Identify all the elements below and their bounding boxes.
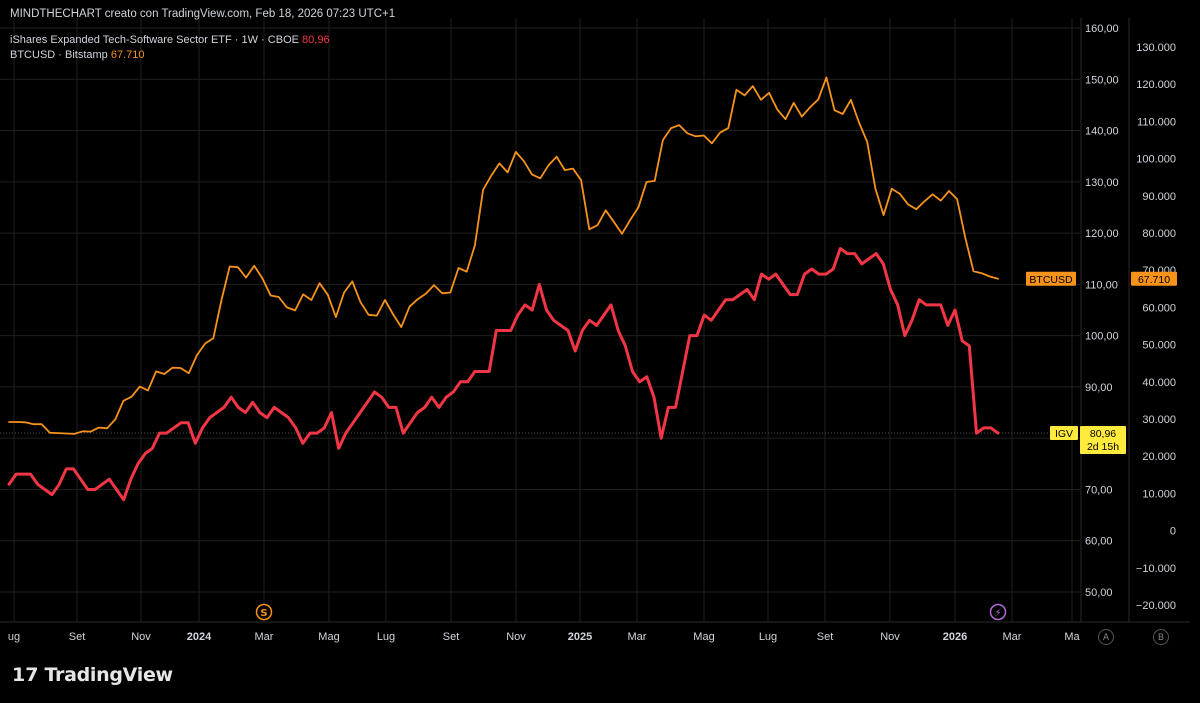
right-axis-tick-label: 110.000 (1137, 116, 1176, 128)
left-axis-tick-label: 100,00 (1085, 331, 1119, 343)
right-axis-tick-label: 20.000 (1142, 451, 1176, 463)
legend-btc-label: BTCUSD · Bitstamp (10, 49, 108, 61)
right-axis-tick-label: 80.000 (1142, 228, 1176, 240)
left-axis-tick-label: 60,00 (1085, 536, 1113, 548)
lightning-event-icon-label: ⚡ (994, 608, 1001, 619)
btcusd-name-tag-text: BTCUSD (1029, 274, 1073, 286)
btcusd-price-tag (1131, 271, 1177, 286)
time-axis-tick-label: Mar (255, 631, 274, 643)
right-axis-tick-label: 30.000 (1142, 414, 1176, 426)
right-axis-tick-label: 100.000 (1136, 154, 1176, 166)
right-axis-tick-label: 10.000 (1142, 488, 1176, 500)
time-axis-tick-label: Lug (377, 631, 395, 643)
left-axis-tick-label: 160,00 (1085, 23, 1119, 35)
right-axis-tick-label: −10.000 (1136, 563, 1176, 575)
left-axis-tick-label: 140,00 (1085, 126, 1119, 138)
legend-igv[interactable]: iShares Expanded Tech-Software Sector ET… (10, 34, 330, 46)
attribution-text: MINDTHECHART creato con TradingView.com,… (10, 8, 396, 20)
igv-name-tag (1050, 426, 1078, 441)
time-axis-tick-label: Set (69, 631, 86, 643)
time-axis-tick-label: Mag (693, 631, 714, 643)
igv-series-line (7, 247, 1000, 502)
right-axis-tick-label: 50.000 (1142, 340, 1176, 352)
time-axis-tick-label: 2026 (943, 631, 967, 643)
legend-igv-label: iShares Expanded Tech-Software Sector ET… (10, 34, 299, 46)
left-price-axis[interactable]: 160,00 150,00 140,00 130,00 120,00 110,00 100,… (1085, 23, 1119, 599)
time-axis-tick-label: Mar (1003, 631, 1022, 643)
lightning-event-icon[interactable] (989, 603, 1007, 621)
right-axis-tick-label: 90.000 (1142, 191, 1176, 203)
right-axis-tick-label: −20.000 (1136, 600, 1176, 612)
igv-countdown-text: 2d 15h (1087, 441, 1119, 453)
tradingview-logo-text: TradingView (44, 664, 173, 686)
left-axis-tick-label: 120,00 (1085, 228, 1119, 240)
btcusd-price-tag-text: 67.710 (1138, 274, 1170, 286)
legend-igv-value: 80,96 (302, 34, 330, 46)
right-axis-tick-label: 0 (1170, 526, 1176, 538)
left-axis-tick-label: 90,00 (1085, 382, 1113, 394)
time-axis-tick-label: Ma (1064, 631, 1080, 643)
tradingview-logo[interactable]: 17 TradingView (12, 664, 173, 686)
left-axis-tick-label: 70,00 (1085, 484, 1113, 496)
auto-scale-b-button[interactable]: B (1153, 629, 1169, 645)
event-markers[interactable]: S ⚡ (255, 603, 1007, 621)
legend-btc[interactable]: BTCUSD · Bitstamp 67.710 (10, 49, 145, 61)
time-axis-tick-label: Nov (506, 631, 526, 643)
time-axis-tick-label: Mar (628, 631, 647, 643)
legend-btc-value: 67.710 (110, 49, 145, 61)
grid (0, 18, 1190, 623)
igv-price-tag-text: 80,96 (1090, 428, 1116, 440)
left-axis-tick-label: 150,00 (1085, 74, 1119, 86)
time-axis-tick-label: Nov (880, 631, 900, 643)
right-price-axis[interactable]: 130.000 120.000 110.000 100.000 90.000 80.000… (1136, 42, 1176, 612)
time-axis-tick-label: ug (8, 631, 20, 643)
split-event-icon[interactable] (255, 603, 273, 621)
left-axis-tick-label: 50,00 (1085, 587, 1113, 599)
right-axis-tick-label: 120.000 (1136, 79, 1176, 91)
btcusd-series-line (8, 76, 999, 435)
igv-price-tag (1080, 426, 1126, 455)
auto-scale-a-button[interactable]: A (1098, 629, 1114, 645)
time-axis-tick-label: Set (817, 631, 834, 643)
time-axis-tick-label: 2025 (568, 631, 592, 643)
right-axis-tick-label: 40.000 (1142, 377, 1176, 389)
time-axis-tick-label: 2024 (187, 631, 212, 643)
left-axis-tick-label: 110,00 (1085, 279, 1118, 291)
split-event-icon-label: S (260, 608, 267, 619)
igv-name-tag-text: IGV (1055, 428, 1073, 440)
time-axis-tick-label: Lug (759, 631, 777, 643)
tradingview-logo-icon: 17 (12, 664, 39, 686)
series (7, 76, 1000, 502)
right-axis-tick-label: 130.000 (1136, 42, 1176, 54)
time-axis-tick-label: Mag (318, 631, 339, 643)
right-axis-tick-label: 60.000 (1142, 302, 1176, 314)
btcusd-name-tag (1026, 271, 1076, 286)
time-axis-tick-label: Set (443, 631, 460, 643)
time-axis[interactable]: ug Set Nov 2024 Mar Mag Lug Set Nov 2025 Mar Mag Lug… (8, 631, 1081, 643)
left-axis-tick-label: 130,00 (1085, 177, 1119, 189)
time-axis-tick-label: Nov (131, 631, 151, 643)
